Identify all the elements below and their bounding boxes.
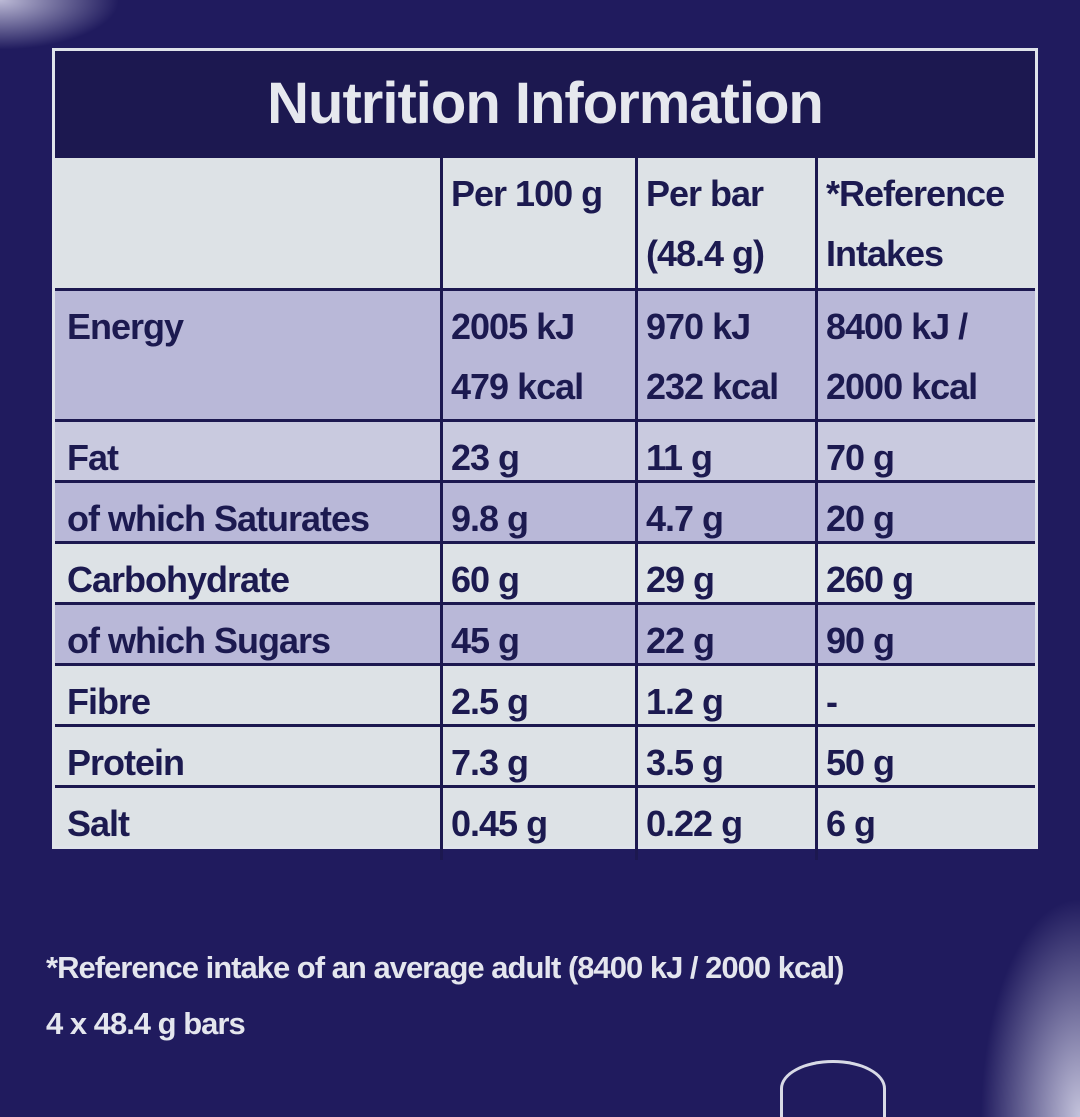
cell-label: Fibre [67, 681, 151, 722]
cell-perbar: 29 g [635, 544, 815, 616]
table-title: Nutrition Information [55, 51, 1035, 155]
table-row: Carbohydrate 60 g 29 g 260 g [55, 541, 1035, 616]
cell-per100: 23 g [440, 422, 635, 494]
cell-per100: 45 g [440, 605, 635, 677]
header-per-100g: Per 100 g [440, 158, 635, 290]
pack-info: 4 x 48.4 g bars [46, 1006, 246, 1041]
table-row: of which Saturates 9.8 g 4.7 g 20 g [55, 480, 1035, 555]
table-row: Fat 23 g 11 g 70 g [55, 419, 1035, 494]
cell-label: of which Saturates [67, 498, 370, 539]
cell-ri: 90 g [815, 605, 1035, 677]
cell-per100: 60 g [440, 544, 635, 616]
cell-ri: - [815, 666, 1035, 738]
cell-perbar: 0.22 g [635, 788, 815, 860]
crest-logo [780, 1060, 886, 1117]
cell-per100: 0.45 g [440, 788, 635, 860]
cell-perbar: 3.5 g [635, 727, 815, 799]
cell-per100: 2.5 g [440, 666, 635, 738]
cell-perbar: 22 g [635, 605, 815, 677]
cell-perbar: 4.7 g [635, 483, 815, 555]
cell-ri: 20 g [815, 483, 1035, 555]
table-row: of which Sugars 45 g 22 g 90 g [55, 602, 1035, 677]
cell-label: Carbohydrate [67, 559, 290, 600]
cell-per100: 7.3 g [440, 727, 635, 799]
cell-perbar: 1.2 g [635, 666, 815, 738]
header-row: Per 100 g Per bar (48.4 g) *Reference Inta… [55, 155, 1035, 290]
cell-ri: 70 g [815, 422, 1035, 494]
cell-ri: 260 g [815, 544, 1035, 616]
header-cell-empty [55, 158, 440, 290]
cell-label: Fat [67, 437, 119, 478]
cell-ri: 6 g [815, 788, 1035, 860]
footnote: *Reference intake of an average adult (8… [46, 940, 1046, 1052]
table-row: Protein 7.3 g 3.5 g 50 g [55, 724, 1035, 799]
header-per-bar: Per bar (48.4 g) [635, 158, 815, 290]
header-reference-intakes: *Reference Intakes [815, 158, 1035, 290]
light-glare [980, 897, 1080, 1117]
table-row-energy: Energy 2005 kJ 479 kcal 970 kJ 232 kcal 84… [55, 288, 1035, 423]
table-row: Fibre 2.5 g 1.2 g- [55, 663, 1035, 738]
cell-ri: 50 g [815, 727, 1035, 799]
cell-label: Protein [67, 742, 185, 783]
cell-label: Salt [67, 803, 130, 844]
light-glare [0, 0, 120, 50]
nutrition-table: Nutrition Information Per 100 g Per bar(… [52, 48, 1038, 860]
cell-label: of which Sugars [67, 620, 331, 661]
cell-perbar: 11 g [635, 422, 815, 494]
cell-per100: 9.8 g [440, 483, 635, 555]
